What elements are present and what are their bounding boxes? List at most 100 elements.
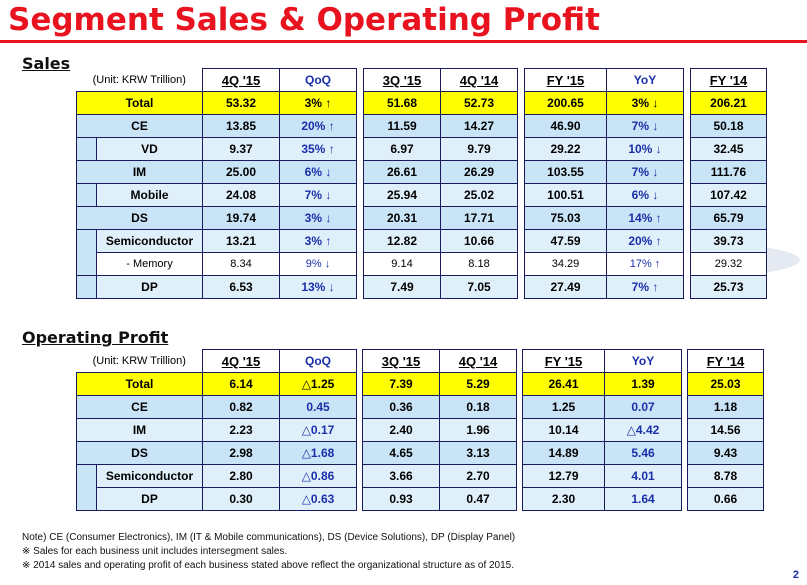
cell: 0.30 [202,487,280,511]
cell: 9% ↓ [279,252,357,276]
cell: 1.18 [687,395,764,419]
cell: 6.14 [202,372,280,396]
cell: 52.73 [440,91,518,115]
cell: 25.00 [202,160,280,184]
col-header: YoY [604,349,682,373]
cell: 14.27 [440,114,518,138]
footnote: ※ 2014 sales and operating profit of eac… [22,560,515,571]
cell: 0.93 [362,487,440,511]
cell: 0.18 [439,395,517,419]
cell: 0.36 [362,395,440,419]
page-title: Segment Sales & Operating Profit [8,2,600,38]
table-row: VD 9.37 35% ↑ 6.97 9.79 29.22 10% ↓ 32.4… [76,137,767,161]
cell: 0.47 [439,487,517,511]
cell: 35% ↑ [279,137,357,161]
cell: 103.55 [524,160,607,184]
row-label: Semiconductor [96,229,203,253]
op-section-title: Operating Profit [22,328,169,347]
cell: 9.43 [687,441,764,465]
cell: 13.21 [202,229,280,253]
sales-header-row: (Unit: KRW Trillion) 4Q '15 QoQ 3Q '15 4… [76,68,767,92]
footnotes: Note) CE (Consumer Electronics), IM (IT … [22,531,515,573]
cell: 7.05 [440,275,518,299]
indent-cell [76,183,97,207]
cell: 6% ↓ [606,183,684,207]
row-label: DP [96,275,203,299]
cell: 25.94 [363,183,441,207]
cell: 3% ↑ [279,229,357,253]
col-header: 4Q '15 [202,68,280,92]
row-label: VD [96,137,203,161]
cell: 6% ↓ [279,160,357,184]
cell: 9.79 [440,137,518,161]
sales-section-title: Sales [22,54,71,73]
cell: 10.66 [440,229,518,253]
row-label: IM [76,160,203,184]
cell: 100.51 [524,183,607,207]
cell: 7.49 [363,275,441,299]
cell: 14.56 [687,418,764,442]
cell: 29.32 [690,252,767,276]
cell: 9.14 [363,252,441,276]
cell: 2.40 [362,418,440,442]
cell: 19.74 [202,206,280,230]
cell: 65.79 [690,206,767,230]
cell: 10% ↓ [606,137,684,161]
table-row: Mobile 24.08 7% ↓ 25.94 25.02 100.51 6% … [76,183,767,207]
cell: 10.14 [522,418,605,442]
cell: 1.64 [604,487,682,511]
cell: 27.49 [524,275,607,299]
cell: 6.53 [202,275,280,299]
cell: 7% ↓ [606,160,684,184]
cell: 24.08 [202,183,280,207]
indent-cell [76,464,97,488]
col-header: FY '15 [522,349,605,373]
cell: △1.68 [279,441,357,465]
cell: △1.25 [279,372,357,396]
cell: 53.32 [202,91,280,115]
cell: 3% ↑ [279,91,357,115]
row-label: CE [76,395,203,419]
table-row: - Memory 8.34 9% ↓ 9.14 8.18 34.29 17% ↑… [76,252,767,276]
cell: 2.98 [202,441,280,465]
cell: 26.41 [522,372,605,396]
table-row: Semiconductor 13.21 3% ↑ 12.82 10.66 47.… [76,229,767,253]
col-header: 3Q '15 [362,349,440,373]
cell: 11.59 [363,114,441,138]
op-table: (Unit: KRW Trillion) 4Q '15 QoQ 3Q '15 4… [76,349,764,511]
cell: 1.25 [522,395,605,419]
col-header: FY '14 [690,68,767,92]
row-label: DS [76,441,203,465]
cell: 3.66 [362,464,440,488]
cell: 32.45 [690,137,767,161]
sales-table: (Unit: KRW Trillion) 4Q '15 QoQ 3Q '15 4… [76,68,767,299]
cell: 8.34 [202,252,280,276]
col-header: 4Q '15 [202,349,280,373]
table-row: IM 25.00 6% ↓ 26.61 26.29 103.55 7% ↓ 11… [76,160,767,184]
col-header: QoQ [279,68,357,92]
cell: 3% ↓ [606,91,684,115]
col-header: FY '15 [524,68,607,92]
col-header: FY '14 [687,349,764,373]
cell: 50.18 [690,114,767,138]
cell: 1.96 [439,418,517,442]
row-label: CE [76,114,203,138]
cell: △0.86 [279,464,357,488]
cell: 39.73 [690,229,767,253]
cell: 3.13 [439,441,517,465]
cell: 8.18 [440,252,518,276]
cell: 2.30 [522,487,605,511]
cell: 17% ↑ [606,252,684,276]
indent-cell [76,137,97,161]
cell: 46.90 [524,114,607,138]
cell: 13% ↓ [279,275,357,299]
row-label: DS [76,206,203,230]
table-row: IM 2.23 △0.17 2.40 1.96 10.14 △4.42 14.5… [76,418,764,442]
cell: 111.76 [690,160,767,184]
cell: 7.39 [362,372,440,396]
table-row: Total 53.32 3% ↑ 51.68 52.73 200.65 3% ↓… [76,91,767,115]
cell: 34.29 [524,252,607,276]
row-label: Total [76,372,203,396]
cell: 25.03 [687,372,764,396]
cell: 14.89 [522,441,605,465]
